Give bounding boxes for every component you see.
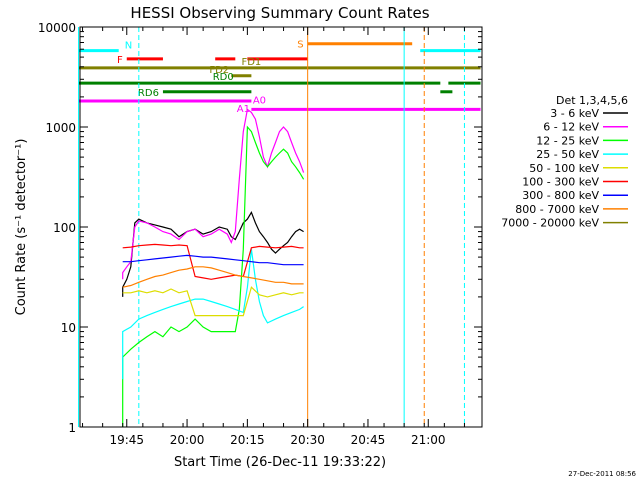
x-axis-label: Start Time (26-Dec-11 19:33:22) xyxy=(174,455,386,470)
generated-timestamp: 27-Dec-2011 08:56 xyxy=(568,470,636,478)
y-tick-label-1000: 1000 xyxy=(45,121,76,135)
legend-label-12-25-kev: 12 - 25 keV xyxy=(536,134,599,147)
legend-label-100-300-kev: 100 - 300 keV xyxy=(522,176,599,189)
series-line-25-50-kev xyxy=(122,249,304,380)
y-tick-label-1: 1 xyxy=(68,421,76,435)
legend-label-300-800-kev: 300 - 800 keV xyxy=(522,189,599,202)
chart-title: HESSI Observing Summary Count Rates xyxy=(130,4,429,22)
y-tick-label-10: 10 xyxy=(61,321,76,335)
flag-label-a0: A0 xyxy=(253,95,266,106)
legend-label-7000-20000-kev: 7000 - 20000 keV xyxy=(501,217,599,230)
flag-label-rd6: RD6 xyxy=(138,88,159,99)
y-tick-label-10000: 10000 xyxy=(38,21,76,35)
legend-label-800-7000-kev: 800 - 7000 keV xyxy=(515,203,599,216)
x-tick-label-20-00: 20:00 xyxy=(170,433,205,447)
series-line-6-12-kev xyxy=(122,108,305,280)
flag-label-fd2: FD2 xyxy=(209,65,229,76)
x-tick-label-20-30: 20:30 xyxy=(290,433,325,447)
legend-label-50-100-kev: 50 - 100 keV xyxy=(529,162,599,175)
flag-label-fd1: FD1 xyxy=(241,57,261,68)
series-line-100-300-kev xyxy=(122,243,304,280)
x-tick-label-21-00: 21:00 xyxy=(411,433,446,447)
vertical-markers xyxy=(78,27,465,427)
x-tick-label-20-15: 20:15 xyxy=(230,433,265,447)
legend-label-25-50-kev: 25 - 50 keV xyxy=(536,148,599,161)
series-lines xyxy=(122,108,305,427)
y-axis-label: Count Rate (s⁻¹ detector⁻¹) xyxy=(14,139,29,316)
y-tick-label-100: 100 xyxy=(53,221,76,235)
flag-label-f: F xyxy=(117,55,123,66)
x-tick-label-19-45: 19:45 xyxy=(109,433,144,447)
flag-label-s: S xyxy=(297,40,303,51)
axis-ticks: 19:45 20:00 20:15 20:30 20:45 21:00 1 10 100 1000… xyxy=(38,21,482,447)
series-line-50-100-kev xyxy=(122,286,304,317)
flag-label-n: N xyxy=(125,41,132,52)
flag-label-a1: A1 xyxy=(237,104,250,115)
series-line-800-7000-kev xyxy=(122,266,304,288)
series-line-300-800-kev xyxy=(122,254,304,266)
legend-title: Det 1,3,4,5,6 xyxy=(556,94,628,107)
series-line-12-25-kev xyxy=(122,125,305,427)
flag-label-rd0: RD0 xyxy=(213,72,234,83)
legend-label-6-12-kev: 6 - 12 keV xyxy=(543,121,599,134)
x-tick-label-20-45: 20:45 xyxy=(351,433,386,447)
legend-label-3-6-kev: 3 - 6 keV xyxy=(550,107,599,120)
